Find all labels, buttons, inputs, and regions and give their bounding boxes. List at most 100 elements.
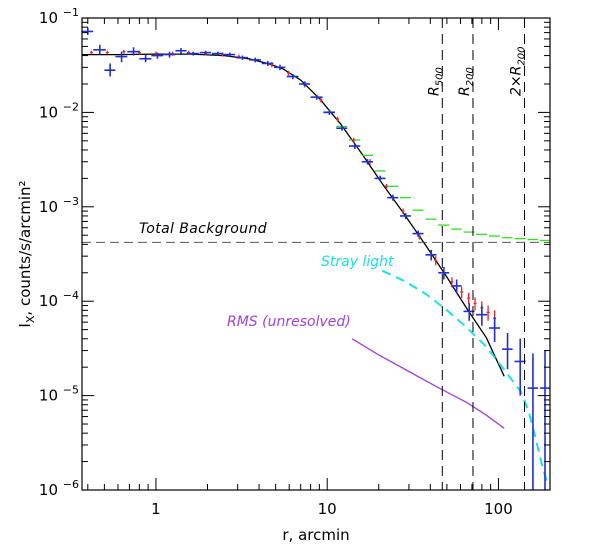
blue-point: [348, 143, 361, 149]
y-tick-label-base: 10: [39, 387, 58, 405]
x-tick-label: 1: [151, 500, 161, 518]
y-tick-label-exp: −6: [63, 478, 79, 491]
radius-line-label-sub: 500: [434, 67, 445, 86]
y-tick-label-exp: −4: [63, 289, 79, 302]
green-points: [310, 96, 550, 242]
stray-light-label: Stray light: [321, 254, 394, 270]
rms-label: RMS (unresolved): [227, 314, 351, 330]
radius-line-label-main: R: [426, 86, 442, 96]
y-tick-label-base: 10: [39, 9, 58, 27]
blue-point: [488, 317, 500, 342]
radius-line-label-main: 2×R: [509, 66, 525, 96]
red-point: [105, 50, 109, 55]
blue-point: [175, 48, 187, 54]
blue-point: [336, 125, 348, 131]
purple-curve: [351, 338, 505, 429]
blue-point: [274, 64, 286, 71]
blue-point: [249, 57, 261, 63]
reference-lines: [82, 18, 550, 490]
y-axis-label-sub: X: [24, 315, 37, 323]
red-point: [434, 256, 438, 266]
blue-point: [286, 74, 299, 80]
blue-point: [540, 350, 550, 490]
radius-line-label: 2×R200: [509, 47, 528, 96]
cyan-curve: [381, 269, 550, 487]
red-point: [122, 49, 126, 54]
blue-points: [82, 27, 550, 490]
blue-point: [387, 194, 399, 201]
red-point: [287, 70, 291, 76]
red-point: [486, 305, 490, 321]
blue-point: [527, 353, 538, 490]
red-point: [473, 297, 477, 311]
radius-line-label: R500: [426, 67, 445, 96]
blue-point: [127, 47, 140, 56]
x-tick-labels: 1 10 100: [151, 500, 513, 518]
red-point: [401, 208, 405, 214]
y-tick-labels: 10 −6 10 −5 10 −4 10 −3 10 −2 10 −1: [39, 6, 79, 499]
blue-point: [93, 44, 106, 55]
x-axis-label: r, arcmin: [282, 526, 349, 544]
total-background-label: Total Background: [139, 221, 267, 237]
y-tick-label: 10: [39, 387, 58, 405]
y-axis-label-rest: , counts/s/arcmin²: [16, 180, 34, 315]
blue-point: [412, 230, 424, 237]
red-point: [336, 116, 340, 122]
y-tick-label-base: 10: [39, 198, 58, 216]
y-tick-label-exp: −1: [63, 6, 79, 19]
blue-point: [211, 51, 224, 56]
axis-ticks: [82, 17, 551, 491]
y-tick-label-exp: −5: [63, 384, 79, 397]
red-point: [319, 97, 323, 103]
radius-line-label-sub: 200: [517, 47, 528, 66]
blue-point: [438, 267, 450, 280]
blue-point: [199, 50, 212, 55]
red-point: [467, 292, 471, 305]
x-tick-label: 10: [318, 500, 337, 518]
y-tick-label: 10: [39, 292, 58, 310]
y-tick-label: 10: [39, 481, 58, 499]
y-tick-label: 10: [39, 198, 58, 216]
blue-point: [361, 159, 373, 165]
radius-line-label-main: R: [457, 86, 473, 96]
blue-point: [451, 279, 462, 294]
y-tick-label-base: 10: [39, 103, 58, 121]
y-tick-label-exp: −2: [63, 100, 79, 113]
blue-point: [163, 51, 176, 58]
blue-point: [261, 61, 274, 67]
blue-point: [104, 63, 116, 77]
red-point: [89, 50, 93, 55]
series-layer: [82, 27, 550, 490]
blue-point: [299, 81, 311, 87]
blue-point: [514, 338, 526, 396]
blue-point: [224, 52, 236, 57]
plot-frame: [81, 17, 551, 491]
blue-point: [310, 94, 323, 100]
blue-point: [236, 55, 249, 60]
red-point: [460, 286, 464, 299]
y-tick-label-exp: −3: [63, 195, 79, 208]
blue-point: [82, 27, 94, 36]
red-point: [385, 183, 389, 189]
blue-point: [115, 51, 128, 63]
blue-point: [139, 54, 152, 63]
blue-point: [476, 305, 488, 326]
x-tick-label: 100: [484, 500, 513, 518]
blue-point: [151, 52, 164, 59]
red-point: [352, 137, 356, 143]
y-axis-label: IX, counts/s/arcmin²: [16, 180, 37, 327]
radius-line-label-sub: 200: [465, 67, 476, 86]
blue-point: [374, 175, 386, 182]
blue-point: [323, 110, 335, 115]
y-tick-label-base: 10: [39, 292, 58, 310]
blue-point: [502, 333, 513, 370]
y-axis-label-main: I: [16, 323, 34, 327]
blue-point: [399, 212, 411, 220]
radius-line-label: R200: [457, 67, 476, 96]
y-tick-label: 10: [39, 103, 58, 121]
y-tick-label: 10: [39, 9, 58, 27]
